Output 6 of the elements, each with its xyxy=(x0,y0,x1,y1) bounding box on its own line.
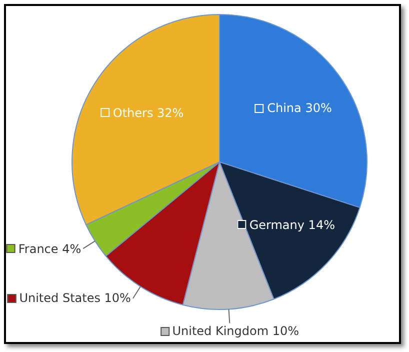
legend-label: Others 32% xyxy=(112,106,184,120)
legend-label: United States 10% xyxy=(19,291,131,306)
legend-label: United Kingdom 10% xyxy=(172,324,300,338)
legend-label: China 30% xyxy=(267,101,332,116)
legend-label: Germany 14% xyxy=(249,218,335,232)
legend-label: France 4% xyxy=(18,242,82,256)
